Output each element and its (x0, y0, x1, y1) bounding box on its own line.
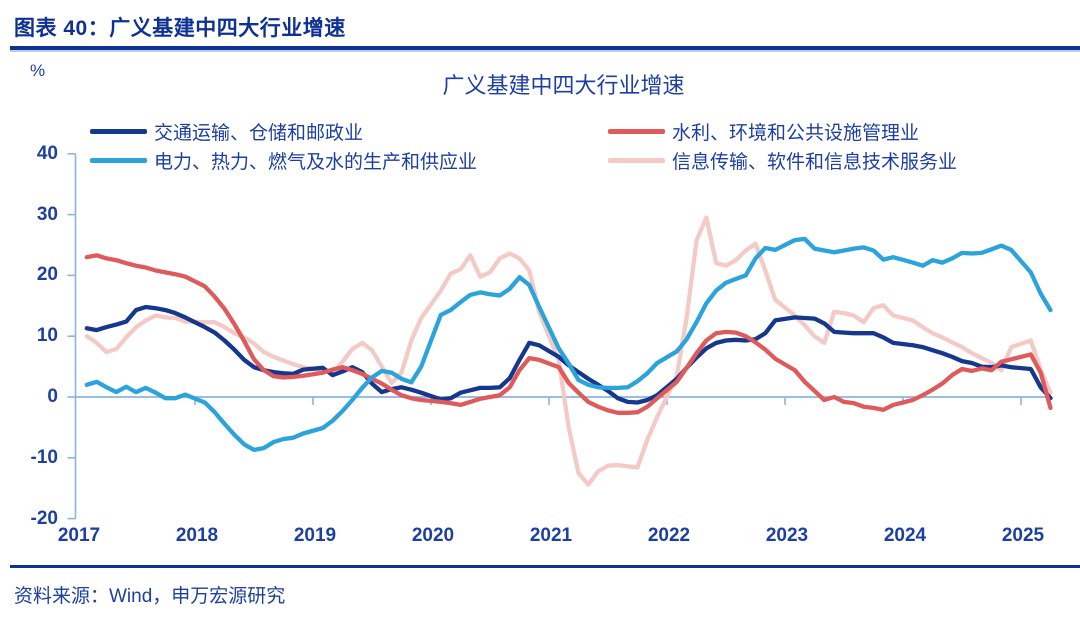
y-tick-label: 20 (36, 264, 58, 286)
legend-item-power: 电力、热力、燃气及水的生产和供应业 (90, 147, 477, 174)
x-tick-label: 2022 (647, 525, 691, 546)
legend-label: 交通运输、仓储和邮政业 (154, 123, 364, 144)
figure-label: 图表 40：广义基建中四大行业增速 (14, 17, 346, 40)
chart-title: 广义基建中四大行业增速 (442, 73, 685, 98)
x-tick-label: 2020 (411, 525, 455, 546)
x-tick-label: 2025 (1001, 525, 1045, 546)
x-tick-label: 2018 (175, 525, 219, 546)
x-tick-label: 2021 (529, 525, 573, 546)
axis-unit-label: % (30, 61, 46, 80)
legend-label: 信息传输、软件和信息技术服务业 (672, 152, 958, 173)
legend-item-transport: 交通运输、仓储和邮政业 (90, 118, 363, 145)
y-tick-label: 40 (36, 142, 58, 164)
series-line-2 (84, 236, 1053, 453)
x-tick-label: 2017 (57, 525, 101, 546)
legend-item-info: 信息传输、软件和信息技术服务业 (608, 147, 957, 174)
series-line-1 (84, 253, 1053, 415)
legend-label: 电力、热力、燃气及水的生产和供应业 (154, 152, 478, 173)
y-tick-label: 30 (36, 203, 58, 225)
water-line-swatch (608, 129, 665, 134)
legend-item-water: 水利、环境和公共设施管理业 (608, 118, 919, 145)
x-tick-label: 2024 (883, 525, 927, 546)
info-line-swatch (608, 158, 665, 163)
x-tick-label: 2019 (293, 525, 337, 546)
y-tick-label: 0 (47, 386, 58, 407)
x-tick-label: 2023 (765, 525, 809, 546)
header-rule (10, 46, 1080, 52)
power-line-swatch (90, 158, 147, 163)
source-note: 资料来源：Wind，申万宏源研究 (14, 586, 286, 607)
legend-label: 水利、环境和公共设施管理业 (672, 123, 920, 144)
bottom-rule (10, 565, 1080, 568)
y-tick-label: -10 (30, 446, 58, 468)
y-tick-label: -20 (30, 507, 58, 529)
y-tick-label: 10 (36, 325, 58, 347)
series-line-0 (84, 304, 1053, 405)
transport-line-swatch (90, 129, 147, 134)
series-line-3 (84, 215, 1053, 487)
